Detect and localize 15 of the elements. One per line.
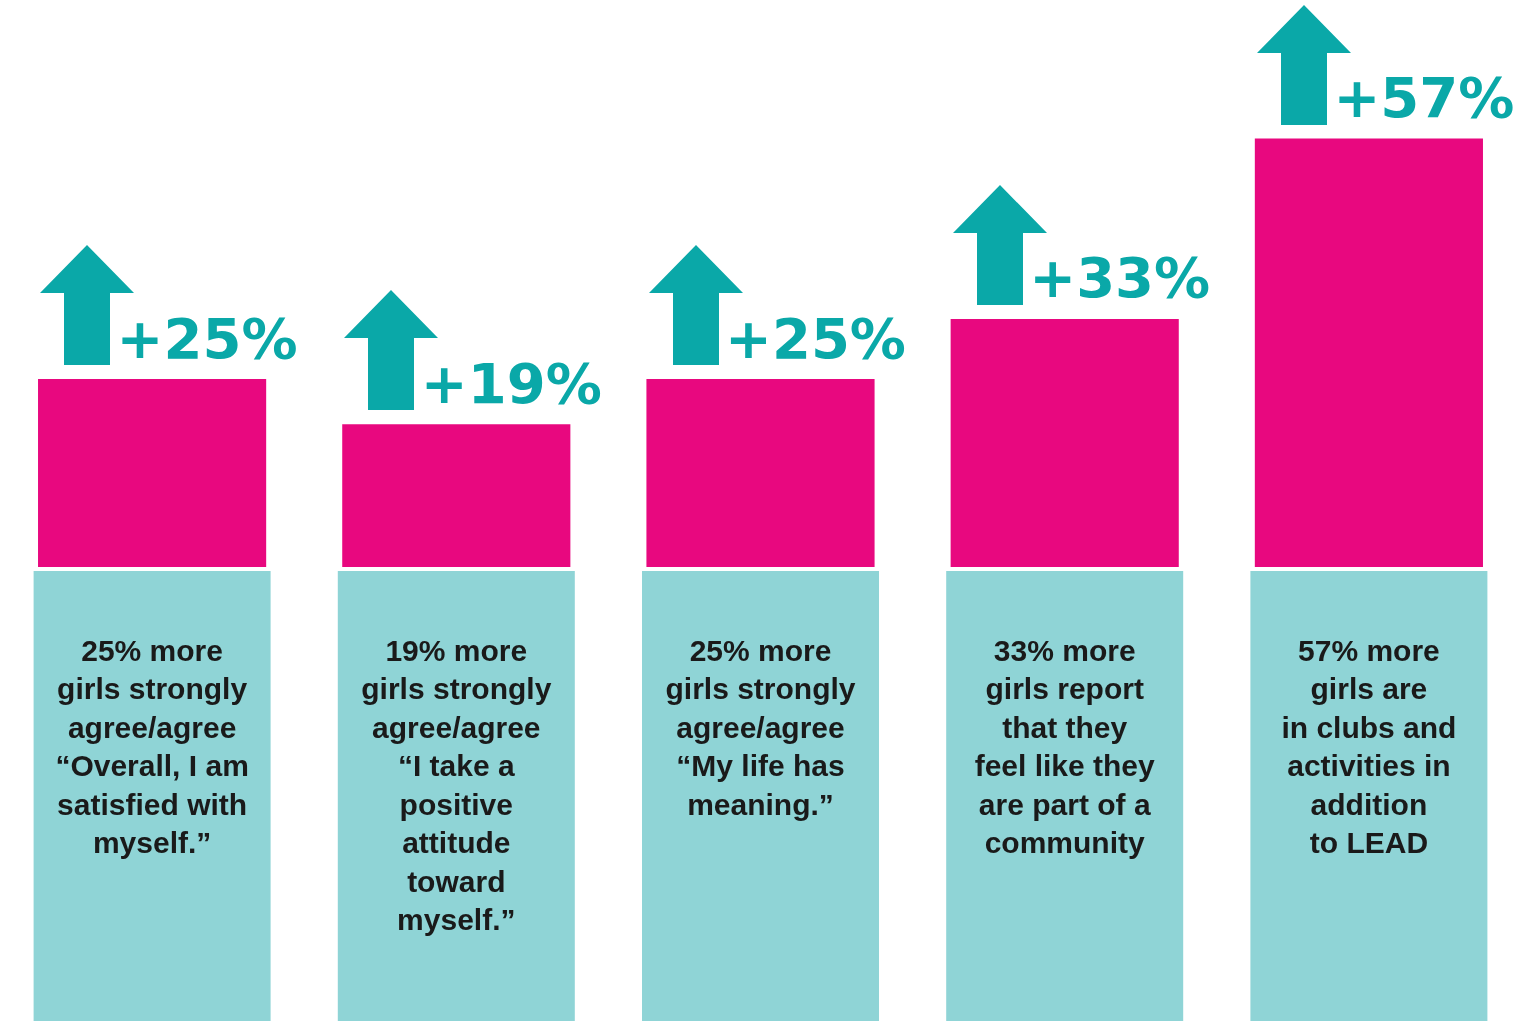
bar: [1254, 138, 1483, 567]
data-label: +19%: [420, 350, 602, 416]
data-label: +25%: [116, 305, 298, 371]
x-tick-label: 19% more girls strongly agree/agree “I take a positive attitude toward myself.”: [361, 633, 552, 937]
bar: [38, 379, 267, 567]
x-tick-label: 33% more girls report that they feel like they are part of a community: [974, 633, 1156, 860]
bar: [950, 318, 1179, 567]
data-label: +33%: [1029, 245, 1211, 311]
data-label: +25%: [725, 305, 906, 371]
bar: [342, 424, 571, 567]
data-label: +57%: [1333, 65, 1515, 131]
bar: [646, 379, 875, 567]
x-tick-label: 25% more girls strongly agree/agree “Overall, I am satisfied with myself.”: [55, 633, 249, 860]
x-tick-label: 25% more girls strongly agree/agree “My life has meaning.”: [665, 633, 856, 821]
x-tick-label: 57% more girls are in clubs and activities in addition to LEAD: [1281, 633, 1457, 860]
